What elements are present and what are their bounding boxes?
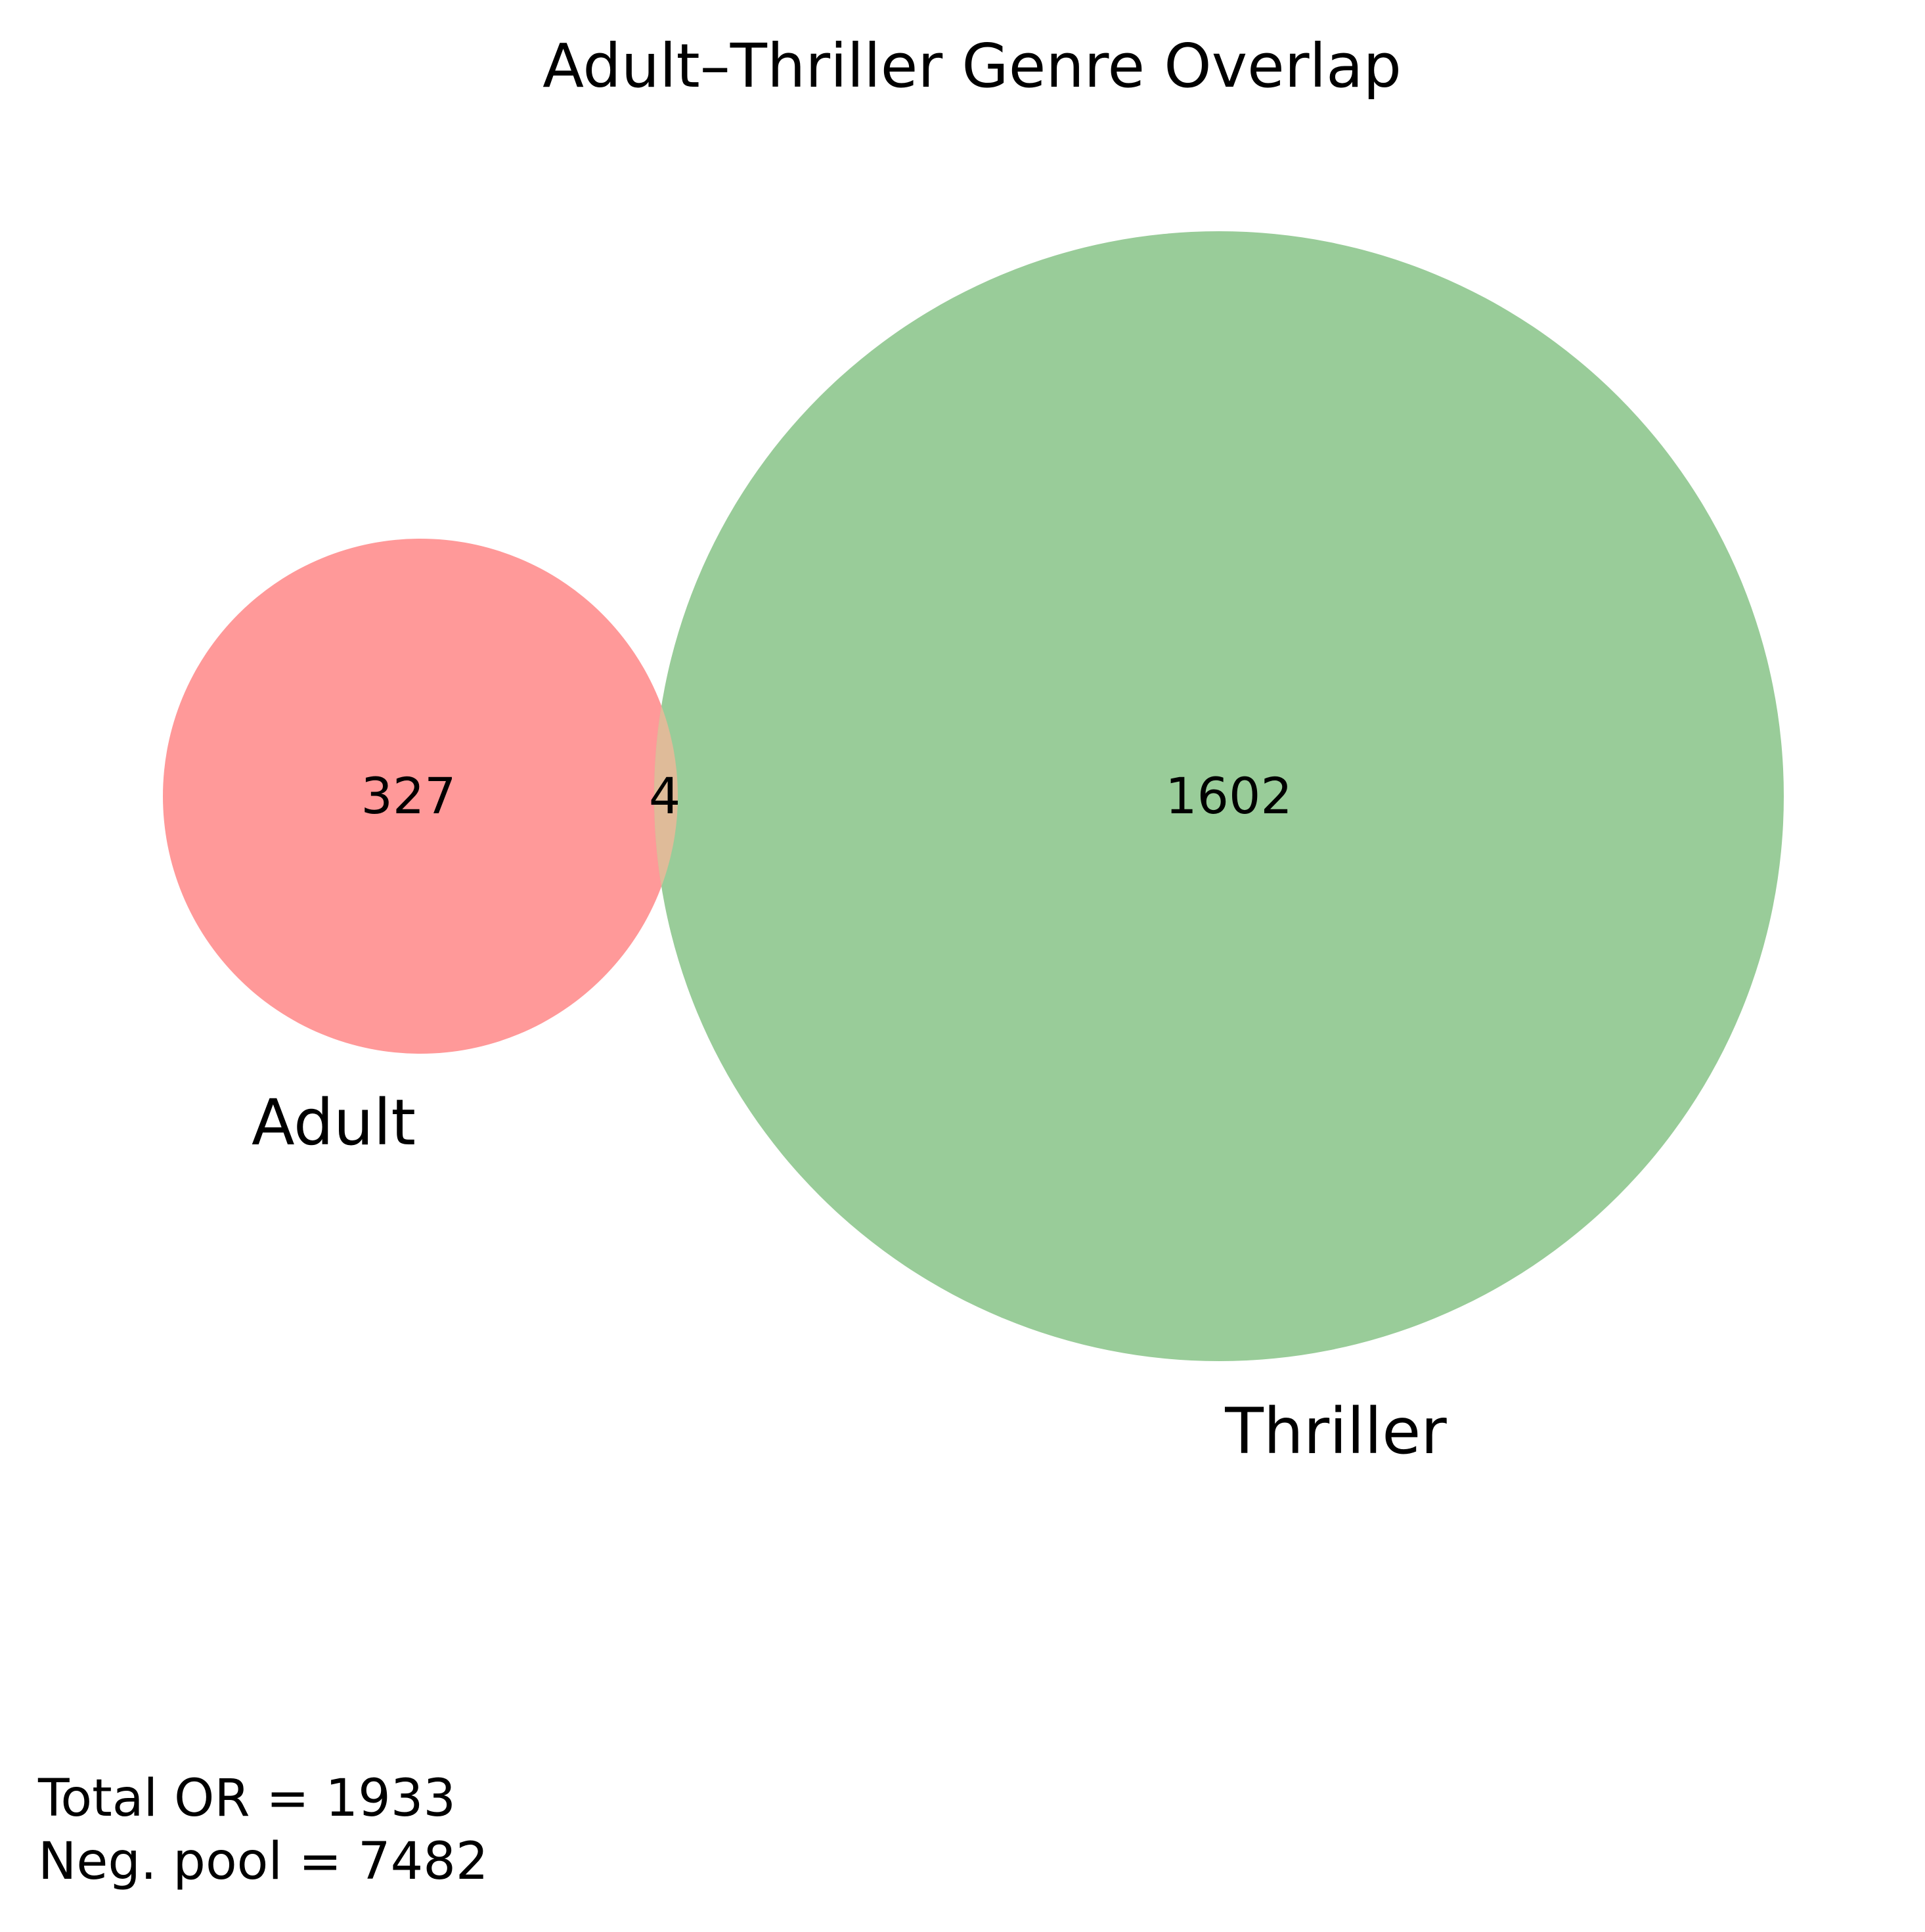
adult-set-label: Adult: [252, 1086, 416, 1159]
total-or-text: Total OR = 1933: [38, 1769, 456, 1828]
totals-annotation: Total OR = 1933 Neg. pool = 7482: [38, 1767, 489, 1893]
thriller-set-label: Thriller: [1224, 1395, 1447, 1468]
intersection-count: 4: [649, 767, 680, 825]
thriller-set-circle: [654, 231, 1784, 1361]
adult-set-circle: [163, 539, 678, 1054]
thriller-only-count: 1602: [1165, 767, 1292, 825]
neg-pool-text: Neg. pool = 7482: [38, 1832, 489, 1891]
chart-title: Adult–Thriller Genre Overlap: [542, 31, 1402, 101]
adult-only-count: 327: [361, 767, 456, 825]
